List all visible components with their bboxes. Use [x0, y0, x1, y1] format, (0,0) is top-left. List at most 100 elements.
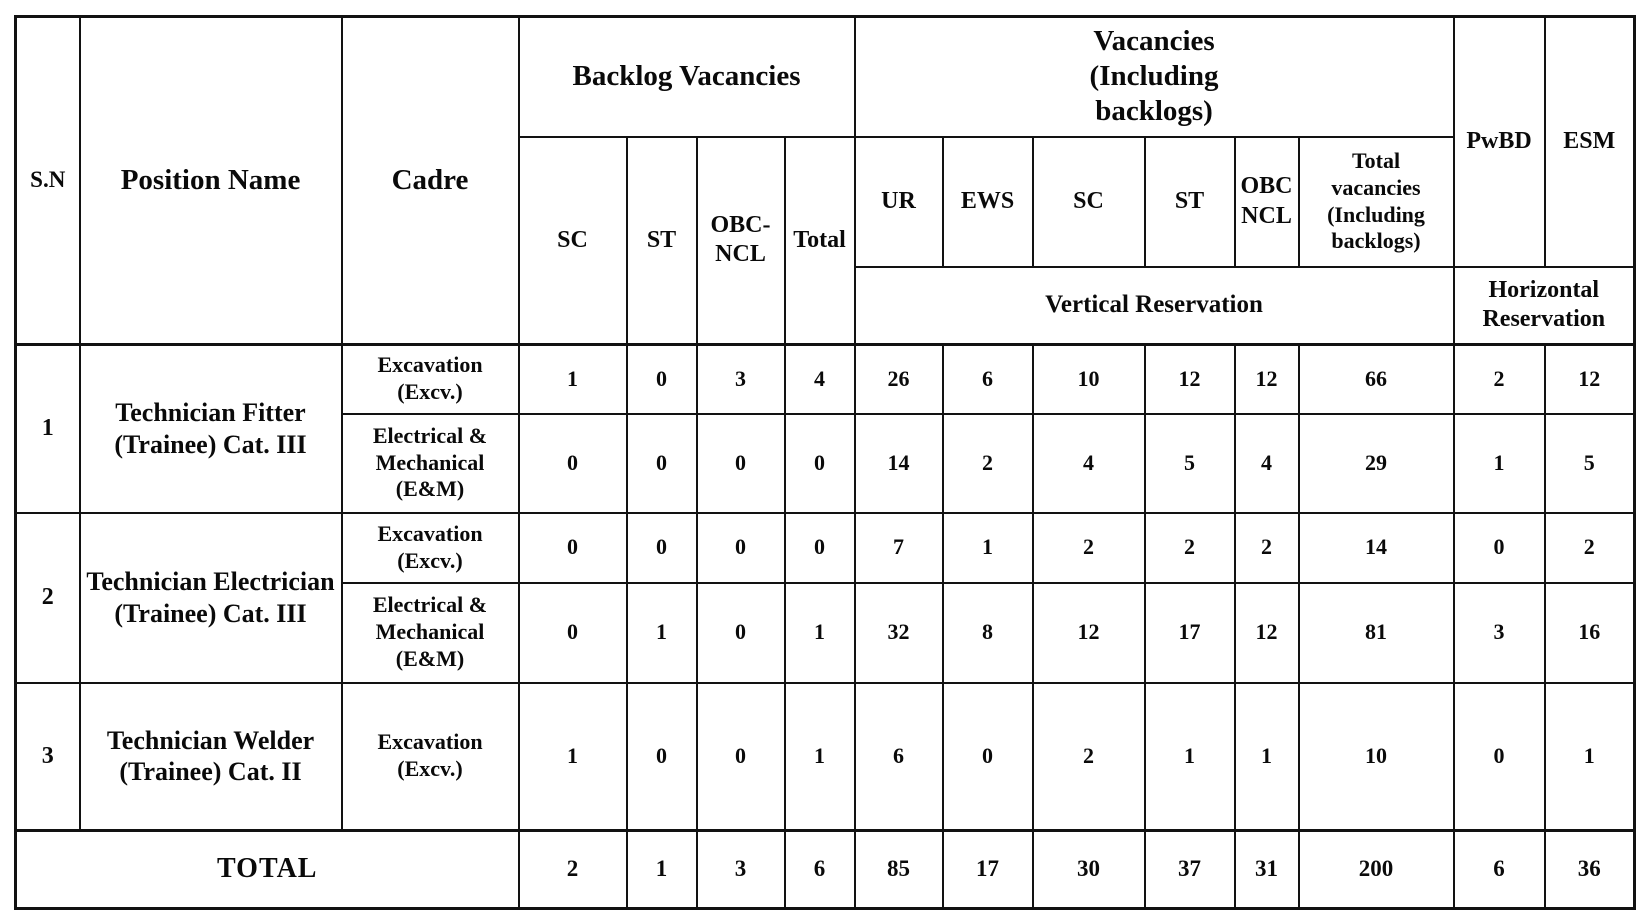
vac-sc-cell: 2	[1031, 681, 1146, 832]
table-row: Electrical & Mechanical (E&M) 0 0 0 0 14…	[16, 412, 1636, 514]
vac-sc-cell: 10	[1031, 343, 1146, 415]
vac-ur-total-cell: 85	[853, 829, 944, 910]
vac-sc-total-cell: 30	[1031, 829, 1146, 910]
header-position-name: Position Name	[78, 15, 343, 346]
total-label-cell: TOTAL	[14, 829, 520, 910]
pwbd-cell: 3	[1452, 581, 1546, 684]
total-row: TOTAL 2 1 3 6 85 17 30 37 31 200 6 36	[14, 829, 1636, 910]
header-ur: UR	[853, 135, 944, 268]
table-row: 1 Technician Fitter (Trainee) Cat. III E…	[14, 343, 1636, 514]
header-st: ST	[1143, 135, 1236, 268]
header-sn: S.N	[14, 15, 81, 346]
header-vertical-reservation: Vertical Reservation	[853, 265, 1455, 346]
vac-ews-cell: 2	[941, 412, 1034, 514]
vac-ur-cell: 32	[853, 581, 944, 684]
vac-st-cell: 5	[1143, 412, 1236, 514]
esm-cell: 16	[1543, 581, 1636, 684]
vac-obcncl-cell: 1	[1233, 681, 1300, 832]
header-horizontal-reservation: Horizontal Reservation	[1452, 265, 1636, 346]
vac-total-total-cell: 200	[1297, 829, 1455, 910]
backlog-obcncl-cell: 3	[695, 343, 786, 415]
esm-total-cell: 36	[1543, 829, 1636, 910]
vac-ur-cell: 26	[853, 343, 944, 415]
header-vacancies-group: Vacancies (Including backlogs)	[853, 15, 1455, 138]
vac-ur-cell: 7	[853, 511, 944, 584]
sn-cell: 3	[14, 681, 81, 832]
backlog-total-cell: 0	[783, 511, 856, 584]
vac-sc-cell: 2	[1031, 511, 1146, 584]
esm-cell: 2	[1543, 511, 1636, 584]
vac-total-cell: 14	[1297, 511, 1455, 584]
backlog-sc-cell: 0	[517, 511, 628, 584]
position-name-cell: Technician Fitter (Trainee) Cat. III	[78, 343, 343, 514]
backlog-total-cell: 1	[783, 681, 856, 832]
vac-st-total-cell: 37	[1143, 829, 1236, 910]
header-total-vacancies: Total vacancies (Including backlogs)	[1297, 135, 1455, 268]
header-total-vacancies-label: Total vacancies (Including backlogs)	[1327, 147, 1425, 254]
header-ews: EWS	[941, 135, 1034, 268]
backlog-total-cell: 4	[783, 343, 856, 415]
backlog-total-cell: 1	[783, 581, 856, 684]
vac-st-cell: 12	[1143, 343, 1236, 415]
header-cadre: Cadre	[340, 15, 520, 346]
esm-cell: 5	[1543, 412, 1636, 514]
vacancy-table: S.N Position Name Cadre Backlog Vacancie…	[14, 15, 1637, 910]
vac-ur-cell: 6	[853, 681, 944, 832]
vac-obcncl-total-cell: 31	[1233, 829, 1300, 910]
backlog-sc-cell: 0	[517, 412, 628, 514]
esm-cell: 1	[1543, 681, 1636, 832]
header-obc-ncl: OBC NCL	[1233, 135, 1300, 268]
header-backlog-st: ST	[625, 135, 698, 346]
esm-cell: 12	[1543, 343, 1636, 415]
vac-ur-cell: 14	[853, 412, 944, 514]
backlog-st-cell: 0	[625, 681, 698, 832]
vac-ews-cell: 6	[941, 343, 1034, 415]
backlog-sc-cell: 0	[517, 581, 628, 684]
pwbd-cell: 2	[1452, 343, 1546, 415]
backlog-st-cell: 1	[625, 581, 698, 684]
cadre-cell: Excavation (Excv.)	[340, 511, 520, 584]
pwbd-total-cell: 6	[1452, 829, 1546, 910]
header-backlog-sc: SC	[517, 135, 628, 346]
position-name-cell: Technician Electrician (Trainee) Cat. II…	[78, 511, 343, 684]
vac-obcncl-cell: 2	[1233, 511, 1300, 584]
backlog-total-total-cell: 6	[783, 829, 856, 910]
vac-total-cell: 10	[1297, 681, 1455, 832]
vac-ews-cell: 8	[941, 581, 1034, 684]
backlog-sc-cell: 1	[517, 681, 628, 832]
backlog-obcncl-total-cell: 3	[695, 829, 786, 910]
backlog-st-cell: 0	[625, 511, 698, 584]
header-pwbd: PwBD	[1452, 15, 1546, 268]
cadre-cell: Excavation (Excv.)	[340, 681, 520, 832]
backlog-obcncl-cell: 0	[695, 581, 786, 684]
sn-cell: 2	[14, 511, 81, 684]
vac-st-cell: 17	[1143, 581, 1236, 684]
header-backlog-total: Total	[783, 135, 856, 346]
backlog-sc-total-cell: 2	[517, 829, 628, 910]
header-esm: ESM	[1543, 15, 1636, 268]
vac-obcncl-cell: 12	[1233, 343, 1300, 415]
vac-total-cell: 81	[1297, 581, 1455, 684]
header-backlog-obc-ncl: OBC-NCL	[695, 135, 786, 346]
vac-st-cell: 1	[1143, 681, 1236, 832]
vac-sc-cell: 4	[1031, 412, 1146, 514]
pwbd-cell: 0	[1452, 511, 1546, 584]
backlog-obcncl-cell: 0	[695, 412, 786, 514]
sn-cell: 1	[14, 343, 81, 514]
pwbd-cell: 0	[1452, 681, 1546, 832]
backlog-st-total-cell: 1	[625, 829, 698, 910]
position-name-cell: Technician Welder (Trainee) Cat. II	[78, 681, 343, 832]
table-row: 3 Technician Welder (Trainee) Cat. II Ex…	[14, 681, 1636, 832]
table-row: Electrical & Mechanical (E&M) 0 1 0 1 32…	[16, 581, 1636, 684]
vac-obcncl-cell: 4	[1233, 412, 1300, 514]
cadre-cell: Excavation (Excv.)	[340, 343, 520, 415]
backlog-sc-cell: 1	[517, 343, 628, 415]
header-backlog-vacancies: Backlog Vacancies	[517, 15, 856, 138]
backlog-st-cell: 0	[625, 343, 698, 415]
vac-st-cell: 2	[1143, 511, 1236, 584]
vac-sc-cell: 12	[1031, 581, 1146, 684]
vac-ews-total-cell: 17	[941, 829, 1034, 910]
header-vacancies-group-label: Vacancies (Including backlogs)	[1089, 24, 1219, 128]
backlog-obcncl-cell: 0	[695, 681, 786, 832]
